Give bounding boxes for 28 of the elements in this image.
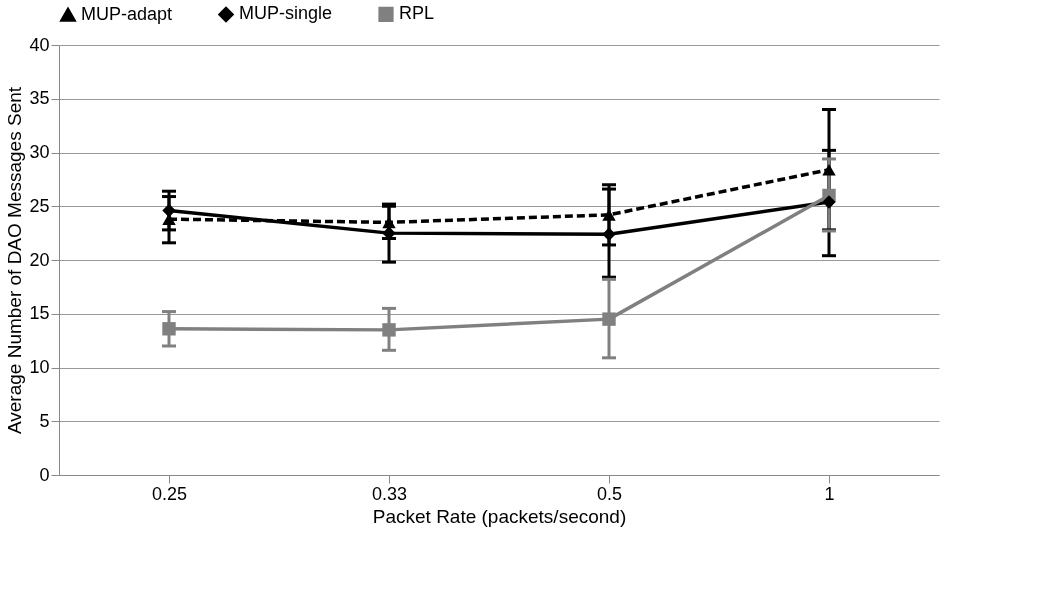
y-axis-title: Average Number of DAO Messages Sent (4, 86, 26, 435)
legend-label: MUP-adapt (81, 3, 173, 24)
y-tick-label: 20 (29, 249, 50, 270)
y-tick-label: 15 (29, 303, 50, 324)
y-tick-label: 40 (29, 34, 50, 55)
y-tick-label: 10 (29, 357, 50, 377)
point (382, 216, 396, 229)
point (602, 209, 616, 221)
point (382, 323, 396, 337)
legend-label: MUP-single (239, 3, 333, 24)
point (162, 203, 176, 218)
point (162, 213, 176, 225)
y-tick-label: 30 (29, 142, 50, 162)
y-tick-label: 0 (39, 464, 50, 485)
x-axis-title: Packet Rate (packets/second) (372, 505, 627, 527)
y-tick-label: 35 (29, 88, 50, 109)
x-tick-label: 0.33 (371, 483, 408, 504)
point (822, 195, 836, 209)
point (822, 163, 836, 176)
point (602, 312, 616, 326)
y-tick-label: 25 (29, 195, 50, 216)
point (162, 322, 176, 336)
y-tick-label: 5 (39, 410, 50, 431)
x-tick-label: 0.25 (151, 483, 188, 504)
x-tick-label: 0.5 (596, 483, 623, 504)
point (602, 227, 616, 241)
x-tick-label: 1 (824, 483, 835, 504)
legend-label: RPL (399, 3, 435, 24)
